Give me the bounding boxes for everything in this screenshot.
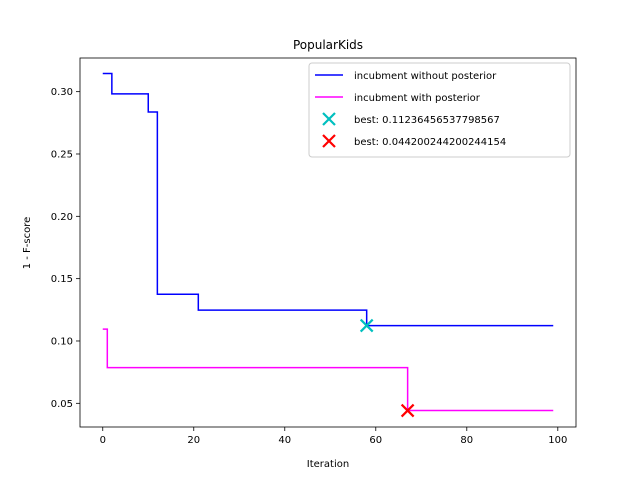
plot-area <box>79 57 577 428</box>
series-line-1 <box>102 72 554 327</box>
chart-title: PopularKids <box>293 38 363 52</box>
x-tick-label: 0 <box>100 435 106 446</box>
legend-box <box>308 62 571 158</box>
x-tick-label: 80 <box>460 435 473 446</box>
legend: incubment without posterior incubment wit… <box>308 62 571 158</box>
legend-marker <box>322 112 336 126</box>
legend-label: best: 0.044200244200244154 <box>354 137 506 148</box>
y-axis: 0.05 0.10 0.15 0.20 0.25 0.30 <box>51 87 80 410</box>
y-tick-label: 0.10 <box>51 336 73 347</box>
x-axis: 0 20 40 60 80 100 <box>100 427 567 446</box>
x-tick-label: 100 <box>548 435 567 446</box>
y-axis-label: 1 - F-score <box>22 217 33 270</box>
y-tick-label: 0.30 <box>51 87 73 98</box>
x-tick-label: 60 <box>369 435 382 446</box>
y-tick-label: 0.05 <box>51 399 73 410</box>
legend-label: best: 0.11236456537798567 <box>354 115 500 126</box>
y-tick-label: 0.15 <box>51 274 73 285</box>
legend-marker <box>322 134 336 148</box>
x-tick-label: 20 <box>187 435 200 446</box>
x-tick-label: 40 <box>278 435 291 446</box>
legend-label: incubment without posterior <box>354 71 497 82</box>
legend-label: incubment with posterior <box>354 93 481 104</box>
y-tick-label: 0.25 <box>51 149 73 160</box>
x-axis-label: Iteration <box>307 459 349 470</box>
axes-frame <box>79 57 577 428</box>
best-marker-2 <box>400 403 415 418</box>
best-marker-1 <box>359 318 374 333</box>
y-tick-label: 0.20 <box>51 212 73 223</box>
